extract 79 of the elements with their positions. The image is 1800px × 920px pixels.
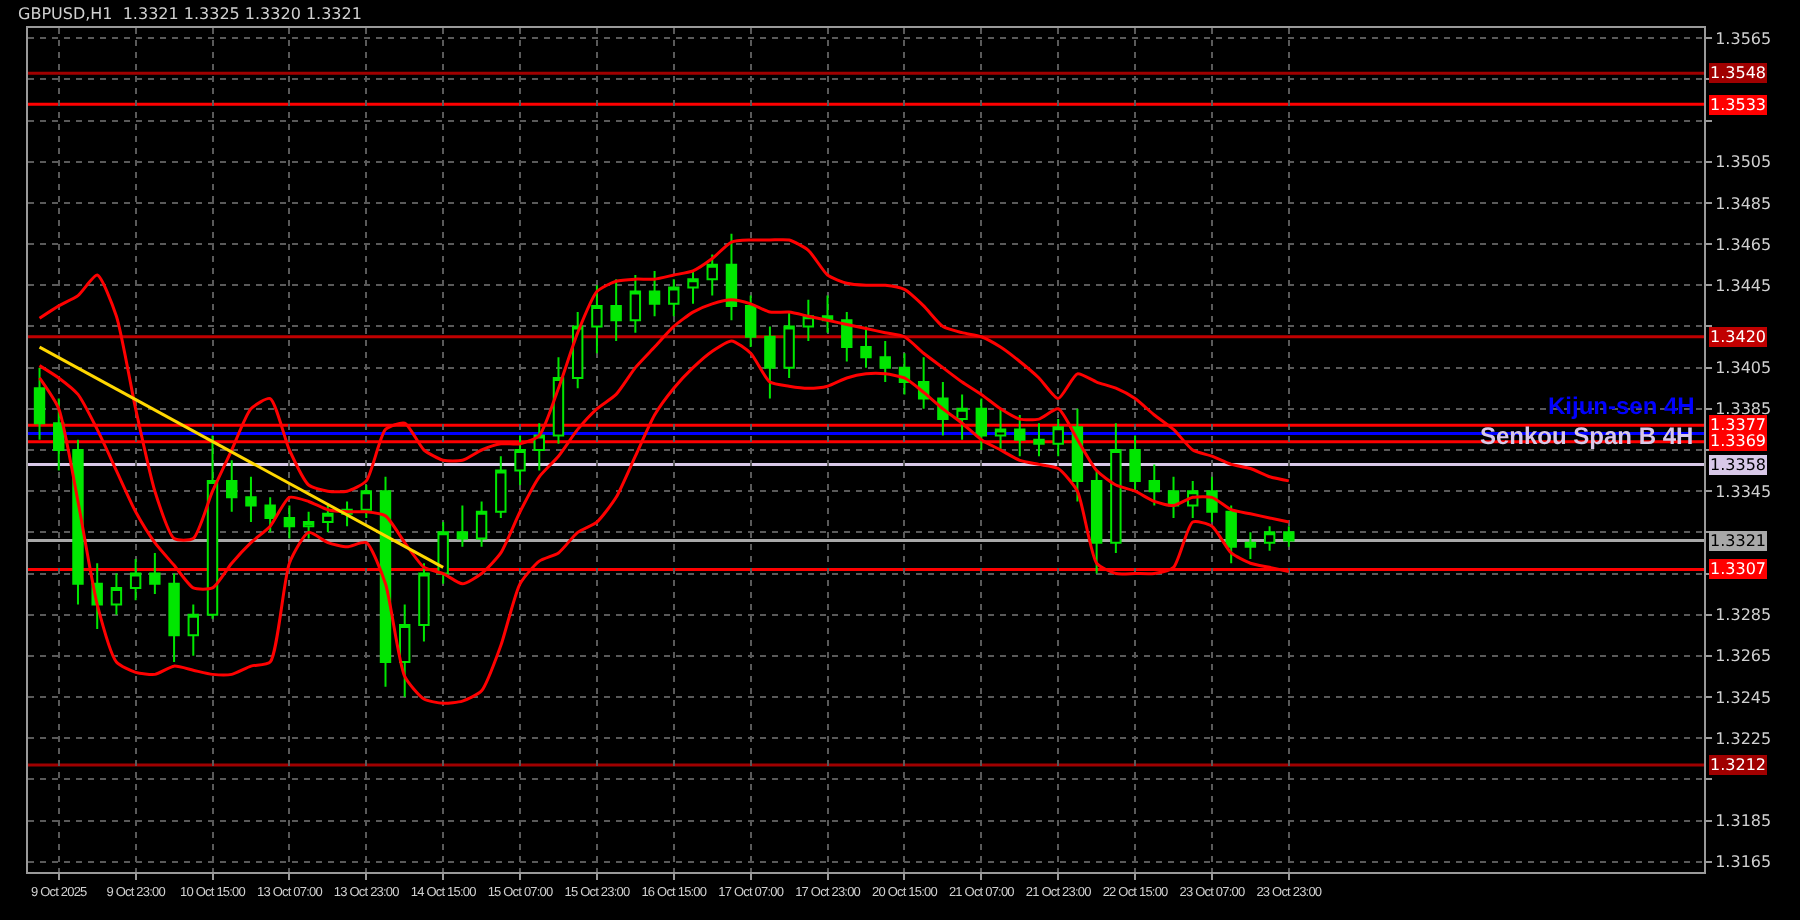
y-tick-label: 1.3485 [1715, 194, 1772, 213]
candlestick [610, 278, 622, 342]
y-tick-label: 1.3405 [1715, 359, 1772, 378]
ref-line-label: 1.3358 [1710, 456, 1766, 474]
y-tick-label: 1.3565 [1715, 29, 1772, 48]
candlestick [533, 422, 545, 472]
ref-line-label: 1.3321 [1710, 532, 1766, 550]
y-tick-label: 1.3465 [1715, 235, 1772, 254]
y-tick-label: 1.3445 [1715, 276, 1772, 295]
candlestick [110, 572, 123, 616]
annotation: Kijun-sen 4H [1548, 392, 1695, 420]
y-tick-label: 1.3505 [1715, 153, 1772, 172]
candlestick [1090, 469, 1103, 575]
candlestick [360, 484, 372, 519]
candlestick [668, 278, 680, 318]
candlestick [495, 455, 507, 519]
candlestick [879, 339, 891, 384]
candlestick [1148, 463, 1161, 507]
y-tick-label: 1.3285 [1715, 606, 1772, 625]
candlestick [1244, 531, 1257, 561]
candlestick [744, 294, 757, 349]
y-tick-label: 1.3265 [1715, 647, 1772, 666]
candlestick [1283, 525, 1295, 548]
y-tick-label: 1.3245 [1715, 688, 1772, 707]
candlestick [226, 459, 238, 513]
candlestick [841, 311, 853, 363]
candlestick [994, 407, 1007, 451]
candlestick [475, 500, 488, 548]
candlestick [1225, 504, 1237, 565]
candlestick [725, 232, 738, 322]
candlestick [514, 434, 526, 486]
ref-line-label: 1.3369 [1710, 432, 1766, 450]
candlestick [283, 504, 296, 540]
candlestick [802, 298, 815, 342]
candlestick [1263, 525, 1276, 552]
chart-title: GBPUSD,H1 1.3321 1.3325 1.3320 1.3321 [18, 4, 362, 23]
candlestick [975, 397, 988, 451]
candlestick [168, 572, 180, 664]
candlestick [456, 504, 469, 548]
candlestick [783, 311, 795, 379]
candlestick [399, 603, 411, 699]
candlestick [764, 325, 776, 400]
candlestick [302, 510, 315, 540]
candlestick [860, 325, 872, 369]
y-tick-label: 1.3165 [1715, 853, 1772, 872]
candlestick [687, 269, 699, 305]
candlestick [1014, 414, 1026, 458]
candlestick [1052, 418, 1064, 458]
y-tick-label: 1.3225 [1715, 729, 1772, 748]
ref-line-label: 1.3420 [1710, 328, 1766, 346]
ref-line-label: 1.3548 [1710, 64, 1766, 82]
candlestick [264, 496, 276, 534]
candlestick [706, 253, 718, 297]
ref-line-label: 1.3377 [1710, 416, 1766, 434]
candlestick [437, 521, 449, 585]
candlestick [629, 274, 642, 334]
candlestick [322, 504, 334, 534]
candlestick [245, 475, 257, 524]
candlestick [129, 558, 142, 602]
candlestick [149, 551, 161, 596]
ref-line-label: 1.3212 [1710, 756, 1766, 774]
candlestick [1129, 434, 1141, 493]
candlestick [418, 562, 430, 643]
candlestick [1167, 475, 1180, 519]
candlestick [1110, 422, 1122, 554]
y-tick-label: 1.3185 [1715, 812, 1772, 831]
candlestick [187, 603, 199, 657]
annotation: Senkou Span B 4H [1480, 422, 1694, 450]
y-tick-label: 1.3385 [1715, 400, 1772, 419]
y-tick-label: 1.3345 [1715, 482, 1772, 501]
candlestick [1033, 422, 1045, 458]
candlestick [206, 434, 219, 620]
candlestick [591, 284, 603, 355]
candlestick [53, 397, 65, 472]
ref-line-label: 1.3307 [1710, 560, 1766, 578]
candlestick [956, 393, 968, 441]
candlestick [648, 269, 661, 318]
candlestick [33, 366, 46, 441]
ref-line-label: 1.3533 [1710, 96, 1766, 114]
